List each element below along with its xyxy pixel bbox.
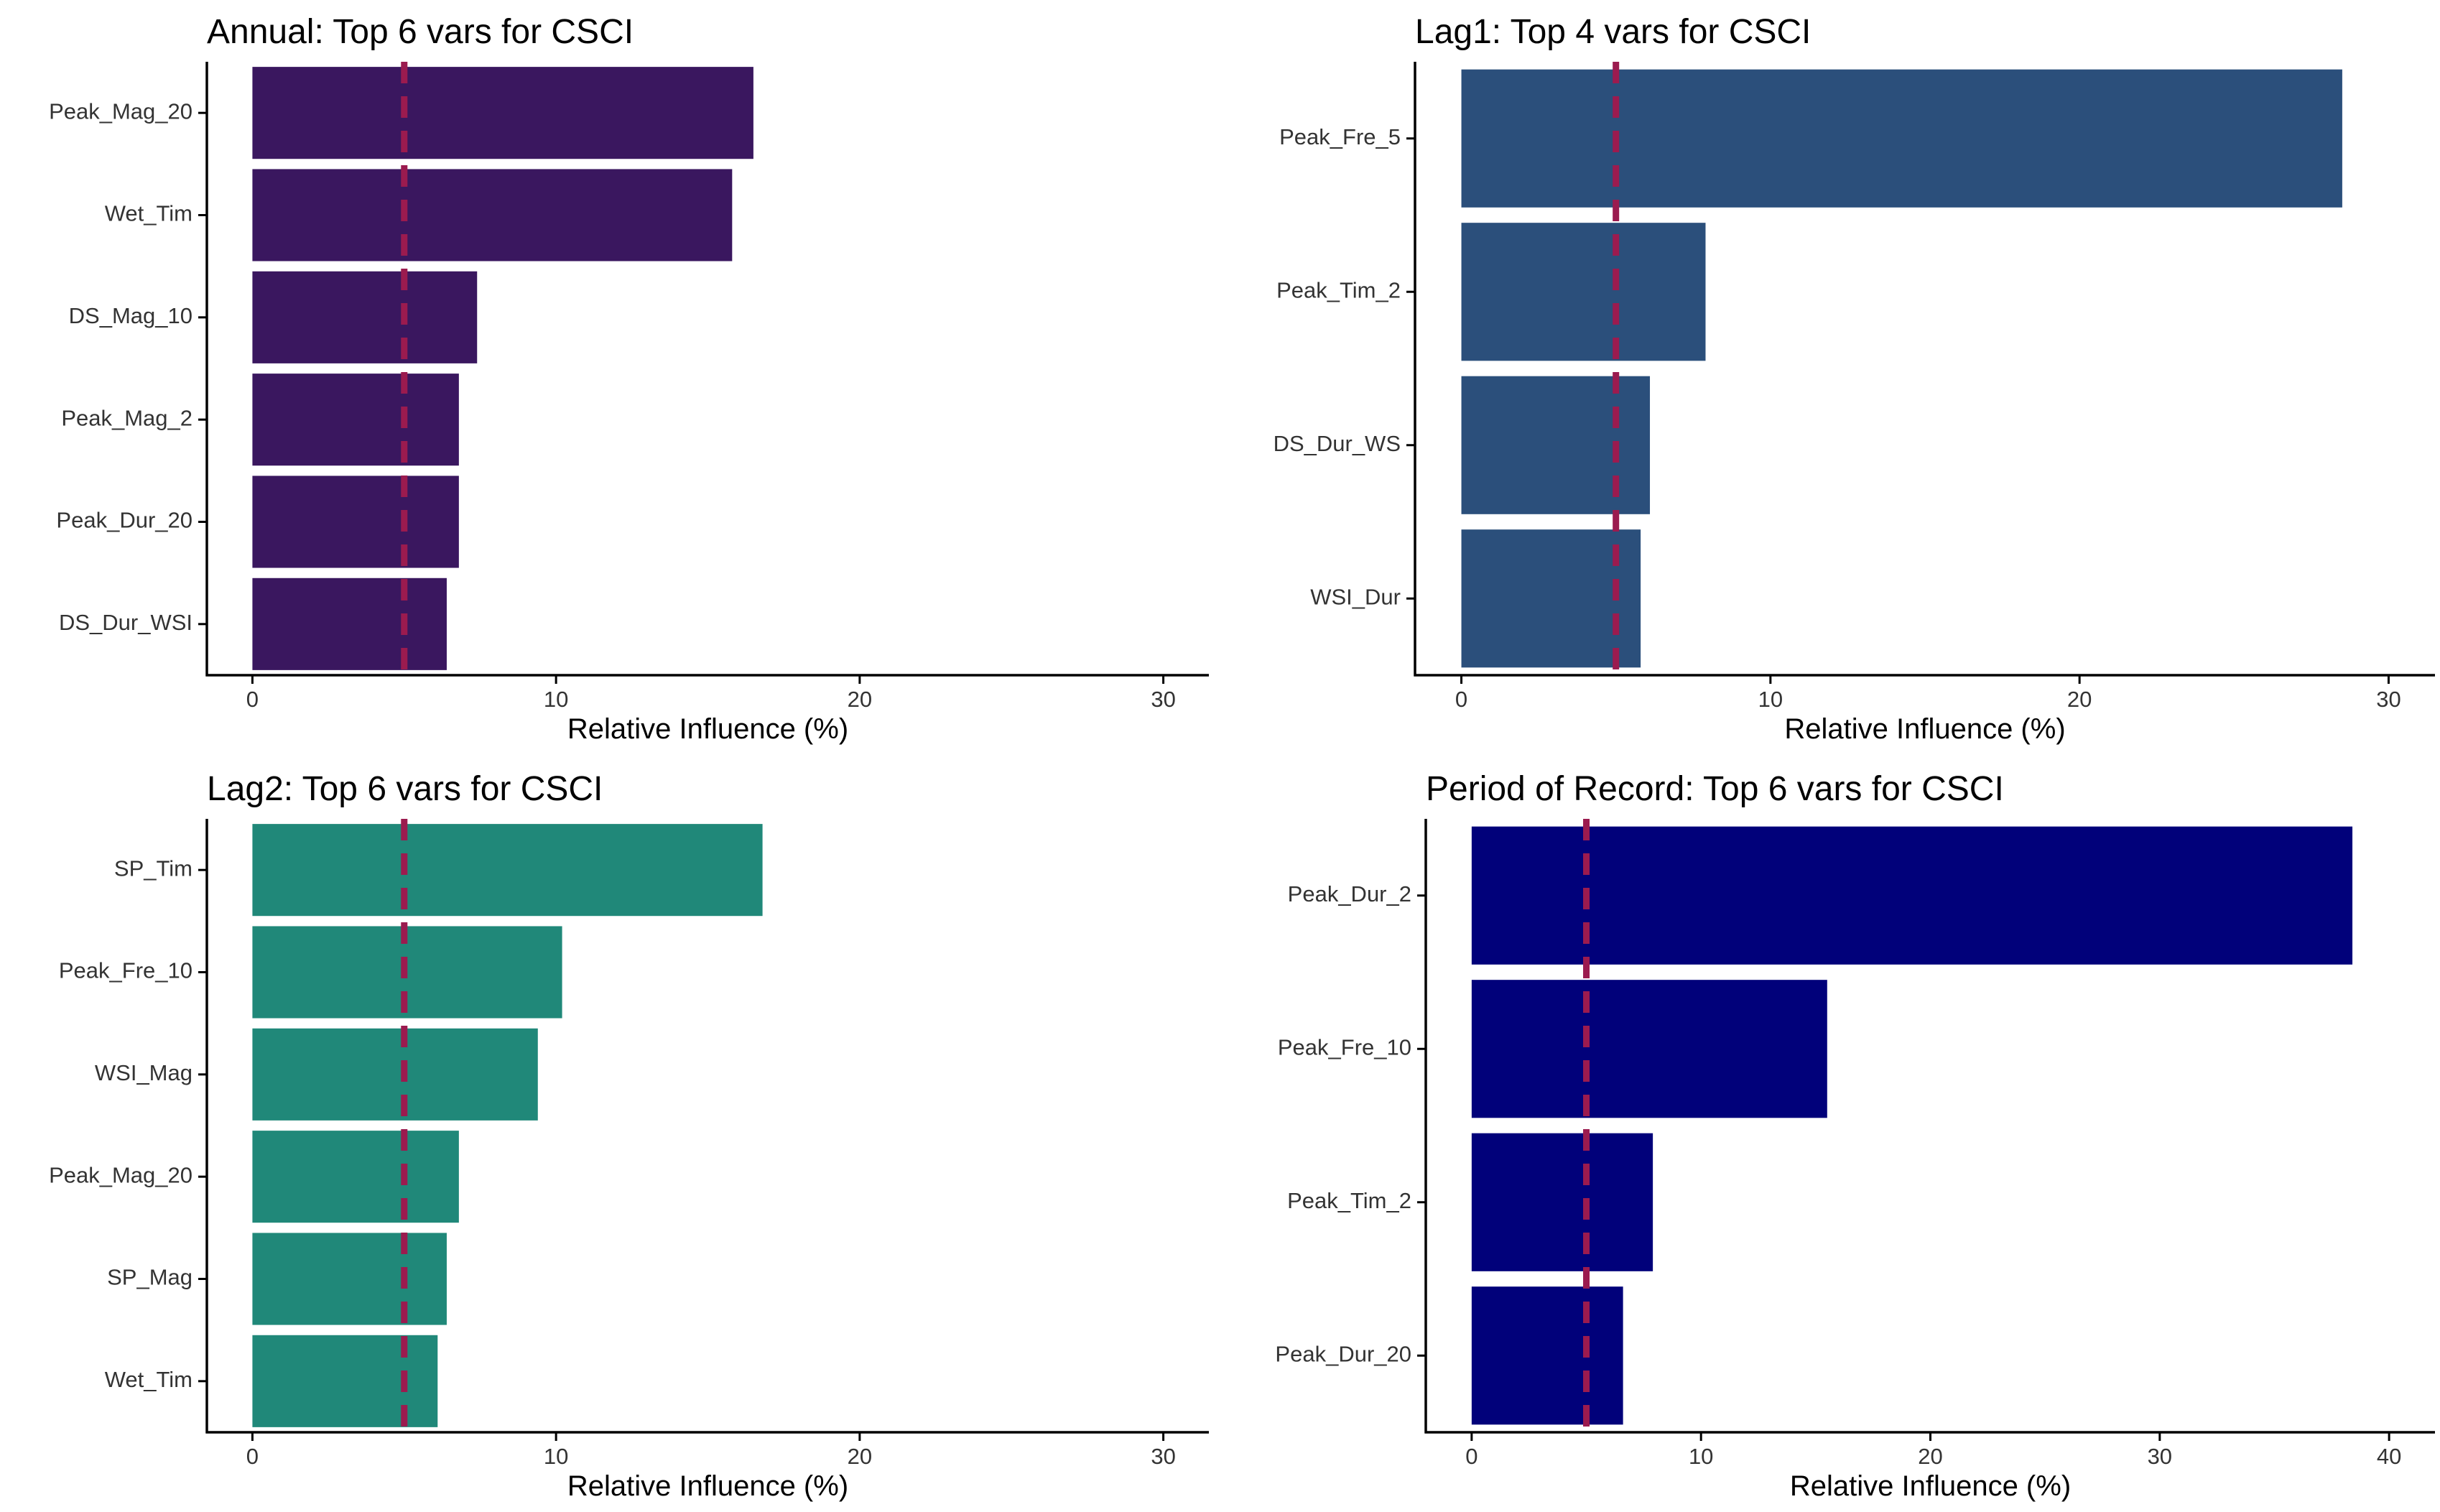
bar-Peak_Tim_2 [1471,1133,1653,1271]
panel-title: Period of Record: Top 6 vars for CSCI [1426,770,2004,808]
panel-title: Annual: Top 6 vars for CSCI [207,13,634,51]
y-tick-label: Peak_Fre_5 [1279,124,1401,149]
x-tick-label: 30 [2148,1444,2172,1469]
y-tick-label: Peak_Dur_20 [56,508,192,533]
bar-SP_Tim [252,824,763,917]
y-tick-label: SP_Tim [114,855,192,881]
x-tick-label: 0 [1455,687,1467,712]
x-tick-label: 20 [2067,687,2092,712]
bar-DS_Dur_WS [1461,376,1651,514]
x-tick-label: 30 [2376,687,2400,712]
panel-period: Peak_Dur_2 Peak_Fre_10 Peak_Tim_2 Peak_Dur_… [1275,770,2435,1502]
bar-Peak_Dur_20 [1471,1286,1623,1425]
x-tick-label: 0 [1465,1444,1478,1469]
y-tick-label: Peak_Tim_2 [1276,277,1401,302]
y-tick-label: DS_Dur_WS [1274,431,1401,456]
y-tick-label: DS_Mag_10 [69,303,192,328]
x-axis-title: Relative Influence (%) [567,1470,848,1502]
bar-WSI_Dur [1461,529,1641,668]
x-tick-label: 10 [1758,687,1783,712]
x-axis-title: Relative Influence (%) [1790,1470,2071,1502]
bar-SP_Mag [252,1233,447,1325]
y-tick-label: Peak_Fre_10 [1278,1034,1411,1059]
bar-DS_Dur_WSI [252,578,447,670]
x-tick-label: 20 [848,1444,872,1469]
y-tick-label: Peak_Fre_10 [59,958,192,983]
x-tick-label: 10 [1689,1444,1713,1469]
y-tick-label: Peak_Dur_2 [1288,881,1411,906]
panel-annual: Peak_Mag_20 Wet_Tim DS_Mag_10 Peak_Mag_2 Pea… [49,13,1209,745]
bar-Peak_Dur_20 [252,476,459,568]
x-axis-title: Relative Influence (%) [1784,713,2065,745]
panel-title: Lag1: Top 4 vars for CSCI [1415,13,1811,51]
y-tick-label: Peak_Mag_2 [61,405,192,430]
bar-Peak_Dur_2 [1471,826,2353,965]
y-tick-label: Peak_Dur_20 [1275,1341,1411,1366]
bar-Wet_Tim [252,169,733,261]
panel-lag1: Peak_Fre_5 Peak_Tim_2 DS_Dur_WS WSI_Dur 0 10 2… [1274,13,2435,745]
bar-Peak_Mag_2 [252,374,459,466]
y-tick-label: Peak_Mag_20 [49,98,192,124]
x-tick-label: 40 [2377,1444,2401,1469]
bar-Peak_Fre_5 [1461,69,2342,208]
y-tick-label: WSI_Dur [1310,584,1401,609]
x-tick-label: 20 [848,687,872,712]
panel-lag2: SP_Tim Peak_Fre_10 WSI_Mag Peak_Mag_20 SP_Ma… [49,770,1209,1502]
x-tick-label: 10 [544,687,568,712]
bar-Peak_Mag_20 [252,1131,459,1223]
y-tick-label: Wet_Tim [105,201,192,226]
y-tick-label: SP_Mag [107,1265,192,1290]
x-tick-label: 10 [544,1444,568,1469]
x-tick-label: 0 [246,687,259,712]
bar-Wet_Tim [252,1335,438,1427]
x-tick-label: 0 [246,1444,259,1469]
x-axis-title: Relative Influence (%) [567,713,848,745]
bar-Peak_Mag_20 [252,67,753,159]
y-tick-label: Wet_Tim [105,1367,192,1392]
y-tick-label: WSI_Mag [95,1060,192,1085]
x-tick-label: 20 [1918,1444,1942,1469]
bar-WSI_Mag [252,1028,538,1121]
panel-title: Lag2: Top 6 vars for CSCI [207,770,603,808]
bar-Peak_Tim_2 [1461,223,1706,361]
x-tick-label: 30 [1151,1444,1175,1469]
bar-DS_Mag_10 [252,271,478,363]
bar-Peak_Fre_10 [1471,980,1827,1118]
y-tick-label: Peak_Mag_20 [49,1162,192,1187]
y-tick-label: DS_Dur_WSI [59,610,192,635]
y-tick-label: Peak_Tim_2 [1287,1188,1411,1213]
x-tick-label: 30 [1151,687,1175,712]
